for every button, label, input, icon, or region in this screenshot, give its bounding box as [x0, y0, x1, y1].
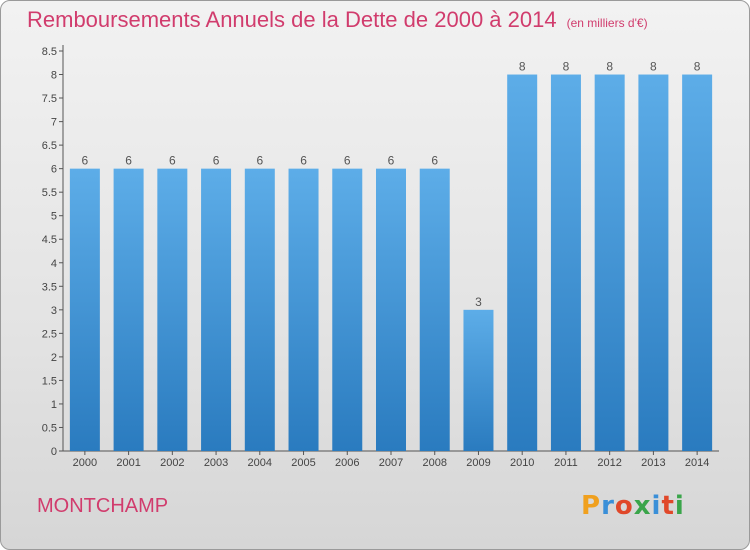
data-label: 6: [82, 154, 89, 168]
y-tick-label: 2: [51, 352, 57, 364]
bar-2004: [244, 168, 275, 451]
chart-subtitle: (en milliers d'€): [566, 16, 648, 30]
y-tick-label: 5: [51, 211, 57, 223]
x-tick-label: 2004: [248, 457, 272, 469]
x-tick-label: 2009: [466, 457, 490, 469]
y-tick-label: 4.5: [42, 234, 57, 246]
bar-2008: [419, 168, 450, 451]
chart-title-text: Remboursements Annuels de la Dette de 20…: [27, 7, 557, 32]
y-tick-label: 6.5: [42, 140, 57, 152]
x-tick-label: 2000: [73, 457, 97, 469]
data-label: 3: [475, 295, 482, 309]
data-label: 6: [300, 154, 307, 168]
x-tick-label: 2007: [379, 457, 403, 469]
data-label: 6: [169, 154, 176, 168]
logo-letter: i: [651, 491, 662, 521]
logo-letter: o: [614, 491, 634, 521]
y-tick-label: 5.5: [42, 187, 57, 199]
data-label: 8: [606, 60, 613, 74]
y-tick-label: 1.5: [42, 375, 57, 387]
y-tick-label: 7.5: [42, 93, 57, 105]
y-tick-label: 0.5: [42, 422, 57, 434]
y-tick-label: 8: [51, 70, 57, 82]
y-tick-label: 1: [51, 399, 57, 411]
data-label: 6: [256, 154, 263, 168]
bar-2001: [113, 168, 144, 451]
bar-2014: [682, 74, 713, 451]
logo-letter: t: [661, 491, 675, 521]
bar-2005: [288, 168, 319, 451]
proxiti-logo: Proxiti: [581, 491, 685, 521]
bar-2012: [594, 74, 625, 451]
bar-2009: [463, 309, 494, 451]
logo-letter: P: [581, 491, 602, 521]
logo-letter: r: [601, 491, 615, 521]
x-tick-label: 2001: [116, 457, 140, 469]
bar-2011: [550, 74, 581, 451]
x-tick-label: 2002: [160, 457, 184, 469]
y-tick-label: 7: [51, 117, 57, 129]
bar-2007: [376, 168, 406, 451]
data-label: 8: [694, 60, 701, 74]
bar-2010: [507, 74, 538, 451]
bar-2002: [157, 168, 188, 451]
y-tick-label: 2.5: [42, 328, 57, 340]
y-tick-label: 3.5: [42, 281, 57, 293]
x-tick-label: 2012: [597, 457, 621, 469]
data-label: 6: [388, 154, 395, 168]
data-label: 6: [213, 154, 220, 168]
y-tick-label: 3: [51, 305, 57, 317]
y-tick-label: 4: [51, 258, 57, 270]
x-tick-label: 2005: [291, 457, 315, 469]
bar-2000: [69, 168, 100, 451]
x-tick-label: 2008: [422, 457, 446, 469]
logo-letter: i: [674, 491, 685, 521]
x-tick-label: 2011: [554, 457, 578, 469]
data-label: 6: [344, 154, 351, 168]
x-tick-label: 2006: [335, 457, 359, 469]
bar-2006: [332, 168, 363, 451]
data-label: 6: [125, 154, 132, 168]
data-label: 8: [519, 60, 526, 74]
data-label: 6: [431, 154, 438, 168]
data-label: 8: [563, 60, 570, 74]
commune-name: MONTCHAMP: [37, 495, 169, 517]
bar-2003: [201, 168, 232, 451]
x-tick-label: 2013: [641, 457, 665, 469]
y-tick-label: 0: [51, 446, 57, 458]
x-tick-label: 2003: [204, 457, 228, 469]
data-label: 8: [650, 60, 657, 74]
x-tick-label: 2010: [510, 457, 534, 469]
y-tick-label: 6: [51, 164, 57, 176]
x-tick-label: 2014: [685, 457, 709, 469]
y-tick-label: 8.5: [42, 46, 57, 58]
logo-letter: x: [633, 491, 652, 521]
chart-title: Remboursements Annuels de la Dette de 20…: [27, 7, 648, 33]
bar-2013: [638, 74, 669, 451]
